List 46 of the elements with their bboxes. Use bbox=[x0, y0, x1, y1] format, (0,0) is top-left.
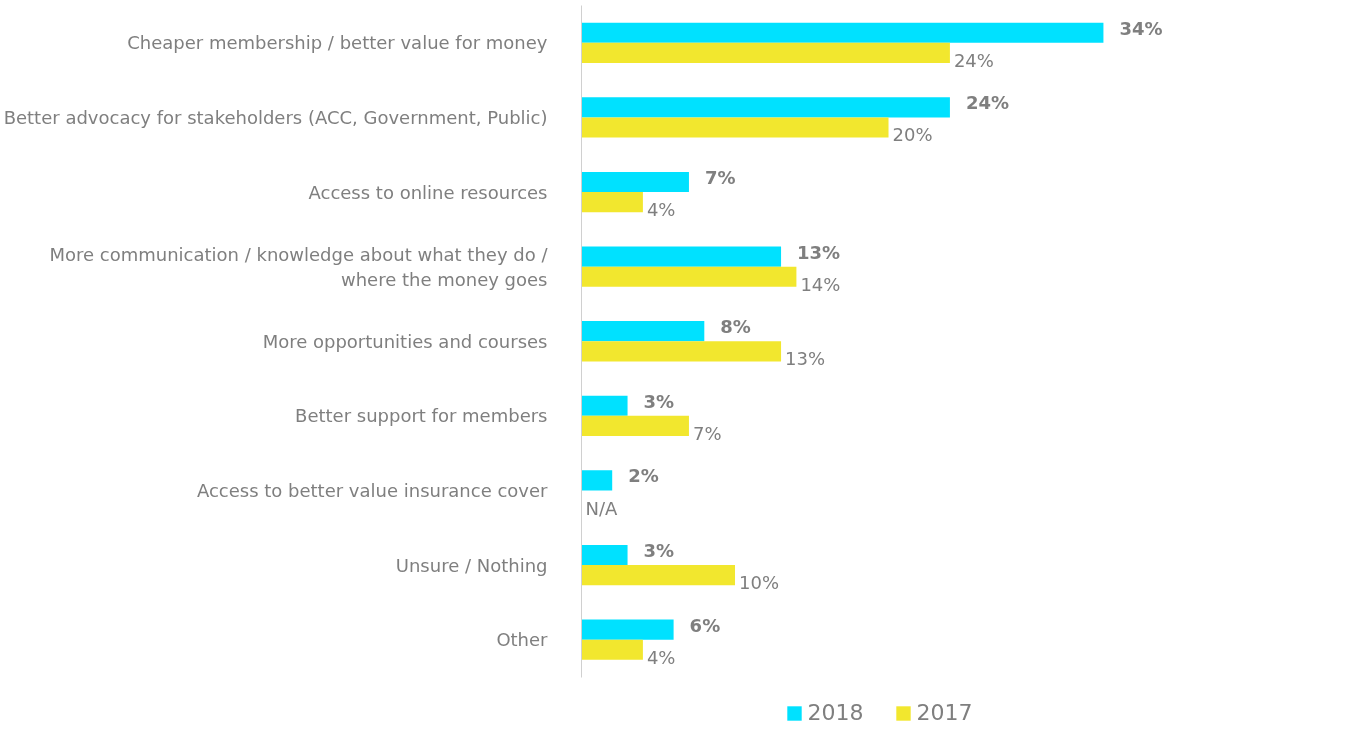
y-tick-label: Access to online resources bbox=[308, 181, 548, 203]
data-label: 24% bbox=[965, 92, 1010, 114]
data-label: 2% bbox=[628, 465, 659, 487]
data-label: 6% bbox=[689, 614, 721, 636]
data-label: 24% bbox=[953, 49, 994, 71]
legend-label: 2018 bbox=[807, 700, 864, 725]
data-label: 10% bbox=[739, 572, 780, 594]
data-label: 20% bbox=[892, 124, 933, 146]
bar bbox=[581, 22, 1104, 43]
bar bbox=[581, 97, 950, 118]
y-tick-label: More communication / knowledge about what they do / where the money goes bbox=[49, 243, 549, 290]
data-label: 7% bbox=[704, 166, 736, 188]
bar bbox=[581, 565, 736, 586]
bar bbox=[581, 639, 643, 660]
data-label: 14% bbox=[800, 273, 841, 295]
data-label: 3% bbox=[643, 390, 675, 412]
bar bbox=[581, 544, 628, 566]
data-label: 4% bbox=[646, 199, 676, 221]
text: N/A bbox=[585, 497, 618, 519]
data-label: 34% bbox=[1119, 17, 1163, 39]
bar bbox=[581, 171, 689, 193]
bar bbox=[581, 415, 689, 437]
data-label: 13% bbox=[785, 348, 826, 370]
y-tick-label: Better advocacy for stakeholders (ACC, Government, Public) bbox=[3, 106, 548, 128]
data-label: 4% bbox=[646, 646, 676, 668]
bar bbox=[581, 395, 628, 416]
data-label: 8% bbox=[720, 316, 751, 338]
bar bbox=[581, 341, 782, 362]
y-tick-label: Access to better value insurance cover bbox=[196, 479, 549, 501]
bar bbox=[581, 321, 705, 342]
bar bbox=[581, 266, 797, 287]
bar bbox=[581, 192, 643, 213]
y-tick-label: More opportunities and courses bbox=[262, 330, 548, 352]
bar bbox=[581, 246, 782, 267]
data-label: 13% bbox=[797, 241, 841, 263]
legend-label: 2017 bbox=[916, 700, 973, 725]
data-label: 7% bbox=[692, 422, 722, 444]
y-tick-label: Cheaper membership / better value for money bbox=[127, 32, 548, 54]
data-label: 3% bbox=[643, 540, 675, 562]
y-tick-label: Other bbox=[496, 629, 549, 651]
y-tick-label: Better support for members bbox=[295, 405, 548, 427]
bar bbox=[581, 42, 950, 63]
bar bbox=[581, 470, 613, 491]
bar bbox=[581, 117, 889, 138]
y-tick-label: Unsure / Nothing bbox=[395, 554, 548, 576]
bar bbox=[581, 619, 674, 640]
